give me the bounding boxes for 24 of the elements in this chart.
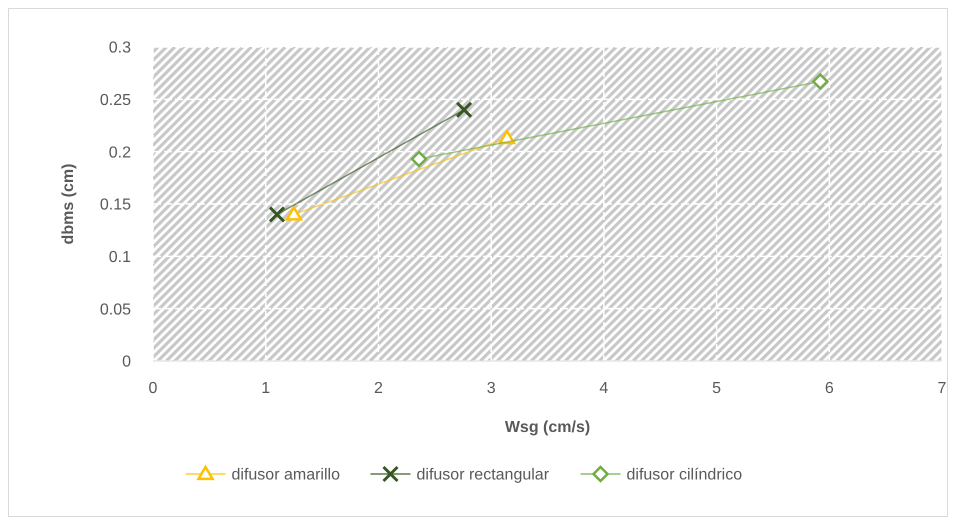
y-tick-label: 0.1 <box>108 248 132 266</box>
legend-label: difusor rectangular <box>416 466 550 484</box>
point <box>456 101 473 118</box>
y-tick-label: 0.3 <box>108 40 132 57</box>
x-tick-label: 6 <box>824 380 834 397</box>
x-tick-label: 3 <box>486 380 496 397</box>
y-tick-label: 0 <box>122 354 132 371</box>
y-tick-label: 0.25 <box>100 92 132 109</box>
y-axis-title: dbms (cm) <box>60 164 77 244</box>
legend-label: difusor amarillo <box>232 466 340 484</box>
legend-label: difusor cilíndrico <box>626 466 742 484</box>
y-tick-label: 0.05 <box>100 301 132 318</box>
x-axis-title: Wsg (cm/s) <box>504 419 590 436</box>
x-tick-label: 0 <box>148 380 158 397</box>
x-tick-label: 4 <box>599 380 608 397</box>
point <box>812 73 829 90</box>
y-tick-label: 0.15 <box>100 196 132 214</box>
x-tick-label: 2 <box>374 380 383 397</box>
x-tick-label: 5 <box>712 380 722 397</box>
point <box>410 150 428 168</box>
y-tick-label: 0.2 <box>108 144 132 162</box>
x-tick-label: 7 <box>938 380 947 397</box>
x-tick-label: 1 <box>261 380 270 397</box>
point <box>268 206 286 223</box>
